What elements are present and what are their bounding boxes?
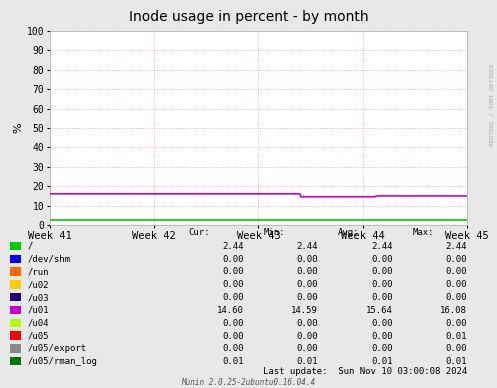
Text: /u02: /u02 <box>27 280 49 289</box>
Text: 0.00: 0.00 <box>222 331 244 341</box>
Text: /u01: /u01 <box>27 306 49 315</box>
Text: /: / <box>27 242 33 251</box>
Text: Max:: Max: <box>413 228 434 237</box>
Text: 0.00: 0.00 <box>222 280 244 289</box>
Text: 0.00: 0.00 <box>371 267 393 277</box>
Text: 0.00: 0.00 <box>222 293 244 302</box>
Text: 0.00: 0.00 <box>222 319 244 328</box>
Text: 16.08: 16.08 <box>440 306 467 315</box>
Text: Munin 2.0.25-2ubuntu0.16.04.4: Munin 2.0.25-2ubuntu0.16.04.4 <box>181 378 316 387</box>
Text: 0.00: 0.00 <box>371 319 393 328</box>
Y-axis label: %: % <box>14 123 24 133</box>
Text: 0.00: 0.00 <box>371 344 393 353</box>
Text: 0.01: 0.01 <box>222 357 244 366</box>
Text: /u04: /u04 <box>27 319 49 328</box>
Text: 0.00: 0.00 <box>297 319 318 328</box>
Text: Avg:: Avg: <box>338 228 359 237</box>
Text: 2.44: 2.44 <box>371 242 393 251</box>
Text: 0.01: 0.01 <box>371 357 393 366</box>
Text: /u05/export: /u05/export <box>27 344 86 353</box>
Text: /u03: /u03 <box>27 293 49 302</box>
Text: 0.00: 0.00 <box>222 267 244 277</box>
Text: 2.44: 2.44 <box>446 242 467 251</box>
Text: 0.00: 0.00 <box>222 344 244 353</box>
Text: /run: /run <box>27 267 49 277</box>
Text: /u05: /u05 <box>27 331 49 341</box>
Text: RRDTOOL / TOBI OETIKER: RRDTOOL / TOBI OETIKER <box>490 64 495 146</box>
Text: 0.00: 0.00 <box>446 267 467 277</box>
Text: 0.00: 0.00 <box>297 293 318 302</box>
Text: Last update:  Sun Nov 10 03:00:08 2024: Last update: Sun Nov 10 03:00:08 2024 <box>263 367 468 376</box>
Text: Cur:: Cur: <box>189 228 210 237</box>
Text: 0.00: 0.00 <box>371 280 393 289</box>
Text: 14.60: 14.60 <box>217 306 244 315</box>
Text: 0.00: 0.00 <box>371 331 393 341</box>
Text: 2.44: 2.44 <box>222 242 244 251</box>
Text: Inode usage in percent - by month: Inode usage in percent - by month <box>129 10 368 24</box>
Text: 0.00: 0.00 <box>297 255 318 264</box>
Text: 0.01: 0.01 <box>297 357 318 366</box>
Text: 0.00: 0.00 <box>446 280 467 289</box>
Text: Min:: Min: <box>263 228 285 237</box>
Text: 0.00: 0.00 <box>446 344 467 353</box>
Text: 0.00: 0.00 <box>371 293 393 302</box>
Text: 0.00: 0.00 <box>297 280 318 289</box>
Text: 0.00: 0.00 <box>371 255 393 264</box>
Text: 0.00: 0.00 <box>446 293 467 302</box>
Text: 0.00: 0.00 <box>446 255 467 264</box>
Text: 2.44: 2.44 <box>297 242 318 251</box>
Text: 0.00: 0.00 <box>446 319 467 328</box>
Text: 0.00: 0.00 <box>297 331 318 341</box>
Text: 0.00: 0.00 <box>297 344 318 353</box>
Text: 0.00: 0.00 <box>297 267 318 277</box>
Text: 0.00: 0.00 <box>222 255 244 264</box>
Text: 0.01: 0.01 <box>446 331 467 341</box>
Text: /dev/shm: /dev/shm <box>27 255 71 264</box>
Text: 0.01: 0.01 <box>446 357 467 366</box>
Text: 14.59: 14.59 <box>291 306 318 315</box>
Text: 15.64: 15.64 <box>366 306 393 315</box>
Text: /u05/rman_log: /u05/rman_log <box>27 357 97 366</box>
